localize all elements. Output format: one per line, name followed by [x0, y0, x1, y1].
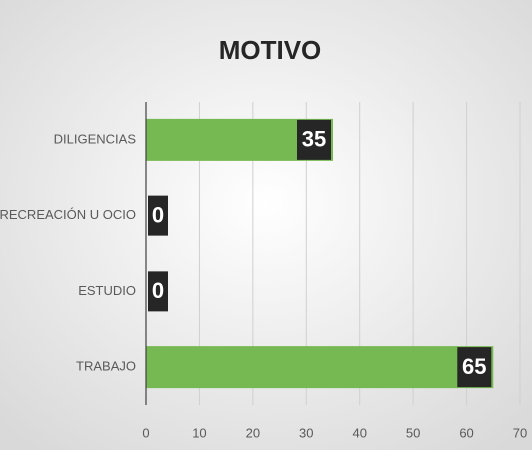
value-label-box — [457, 347, 492, 388]
y-tick-label: RECREACIÓN U OCIO — [0, 207, 136, 222]
value-label: 35 — [302, 127, 326, 152]
x-tick-label: 30 — [299, 425, 313, 440]
value-label: 0 — [152, 278, 164, 303]
chart-title: MOTIVO — [219, 35, 322, 65]
value-label-box — [297, 119, 331, 160]
x-tick-label: 0 — [142, 425, 149, 440]
y-tick-label: DILIGENCIAS — [54, 131, 137, 146]
value-label: 65 — [462, 354, 486, 379]
bar — [146, 346, 494, 389]
y-tick-label: TRABAJO — [76, 359, 136, 374]
x-tick-label: 20 — [246, 425, 260, 440]
x-tick-label: 10 — [192, 425, 206, 440]
value-label: 0 — [152, 202, 164, 227]
x-tick-label: 70 — [513, 425, 527, 440]
x-tick-label: 50 — [406, 425, 420, 440]
value-label-box — [148, 271, 168, 312]
x-tick-label: 40 — [352, 425, 366, 440]
value-label-box — [148, 195, 168, 236]
y-tick-label: ESTUDIO — [78, 283, 136, 298]
x-tick-label: 60 — [459, 425, 473, 440]
